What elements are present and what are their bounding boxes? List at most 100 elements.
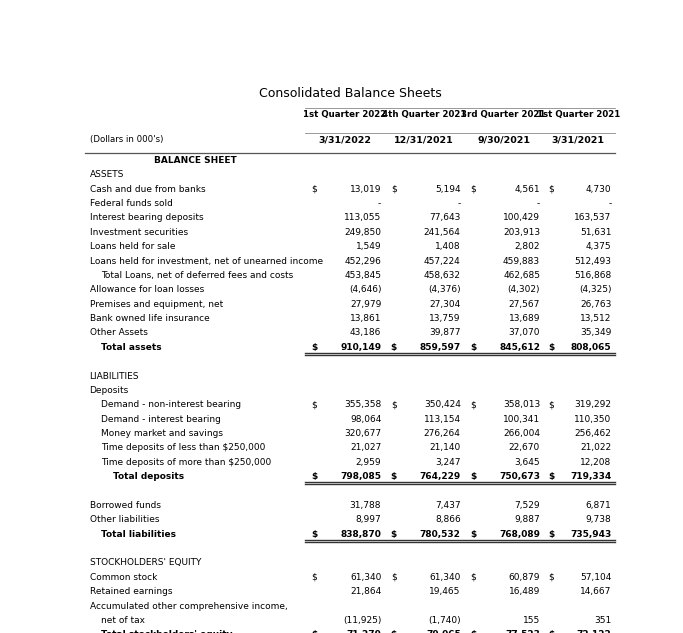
Text: $: $	[548, 185, 554, 194]
Text: 27,979: 27,979	[350, 299, 381, 309]
Text: net of tax: net of tax	[101, 616, 145, 625]
Text: 51,631: 51,631	[580, 228, 611, 237]
Text: 350,424: 350,424	[423, 400, 460, 410]
Text: $: $	[391, 530, 397, 539]
Text: 19,465: 19,465	[430, 587, 460, 596]
Text: $: $	[311, 185, 317, 194]
Text: 8,866: 8,866	[435, 515, 460, 524]
Text: 1,549: 1,549	[356, 242, 381, 251]
Text: 4,375: 4,375	[586, 242, 611, 251]
Text: $: $	[391, 573, 397, 582]
Text: Time deposits of less than $250,000: Time deposits of less than $250,000	[101, 444, 266, 453]
Text: 3,645: 3,645	[514, 458, 540, 467]
Text: $: $	[548, 472, 555, 481]
Text: (Dollars in 000's): (Dollars in 000's)	[89, 135, 163, 144]
Text: 768,089: 768,089	[499, 530, 540, 539]
Text: Time deposits of more than $250,000: Time deposits of more than $250,000	[101, 458, 272, 467]
Text: Loans held for investment, net of unearned income: Loans held for investment, net of unearn…	[89, 256, 323, 266]
Text: 3/31/2021: 3/31/2021	[552, 135, 604, 144]
Text: 27,567: 27,567	[509, 299, 540, 309]
Text: $: $	[548, 530, 555, 539]
Text: Demand - non-interest bearing: Demand - non-interest bearing	[101, 400, 241, 410]
Text: 110,350: 110,350	[574, 415, 611, 423]
Text: (4,376): (4,376)	[428, 285, 460, 294]
Text: 7,437: 7,437	[435, 501, 460, 510]
Text: 57,104: 57,104	[580, 573, 611, 582]
Text: 910,149: 910,149	[340, 343, 381, 352]
Text: 21,140: 21,140	[430, 444, 460, 453]
Text: 764,229: 764,229	[419, 472, 460, 481]
Text: $: $	[391, 630, 397, 633]
Text: 808,065: 808,065	[571, 343, 611, 352]
Text: 27,304: 27,304	[430, 299, 460, 309]
Text: -: -	[537, 199, 540, 208]
Text: $: $	[470, 573, 476, 582]
Text: Federal funds sold: Federal funds sold	[89, 199, 173, 208]
Text: (4,325): (4,325)	[579, 285, 611, 294]
Text: 319,292: 319,292	[574, 400, 611, 410]
Text: 21,027: 21,027	[350, 444, 381, 453]
Text: 1,408: 1,408	[435, 242, 460, 251]
Text: 113,154: 113,154	[423, 415, 460, 423]
Text: 750,673: 750,673	[499, 472, 540, 481]
Text: Loans held for sale: Loans held for sale	[89, 242, 175, 251]
Text: 71,279: 71,279	[346, 630, 381, 633]
Text: 2,959: 2,959	[356, 458, 381, 467]
Text: 458,632: 458,632	[423, 271, 460, 280]
Text: $: $	[311, 472, 318, 481]
Text: $: $	[391, 343, 397, 352]
Text: 457,224: 457,224	[424, 256, 460, 266]
Text: 355,358: 355,358	[344, 400, 381, 410]
Text: 351: 351	[594, 616, 611, 625]
Text: 256,462: 256,462	[574, 429, 611, 438]
Text: 798,085: 798,085	[340, 472, 381, 481]
Text: $: $	[311, 343, 318, 352]
Text: 13,512: 13,512	[580, 314, 611, 323]
Text: -: -	[458, 199, 460, 208]
Text: 719,334: 719,334	[570, 472, 611, 481]
Text: 9,887: 9,887	[514, 515, 540, 524]
Text: (11,925): (11,925)	[343, 616, 381, 625]
Text: 100,429: 100,429	[503, 213, 540, 222]
Text: Investment securities: Investment securities	[89, 228, 188, 237]
Text: Cash and due from banks: Cash and due from banks	[89, 185, 205, 194]
Text: Other Assets: Other Assets	[89, 329, 148, 337]
Text: 845,612: 845,612	[499, 343, 540, 352]
Text: 22,670: 22,670	[509, 444, 540, 453]
Text: 358,013: 358,013	[503, 400, 540, 410]
Text: 512,493: 512,493	[574, 256, 611, 266]
Text: Common stock: Common stock	[89, 573, 157, 582]
Text: 859,597: 859,597	[419, 343, 460, 352]
Text: $: $	[470, 630, 477, 633]
Text: 453,845: 453,845	[344, 271, 381, 280]
Text: Total stockholders' equity: Total stockholders' equity	[101, 630, 233, 633]
Text: $: $	[470, 472, 477, 481]
Text: 3/31/2022: 3/31/2022	[318, 135, 372, 144]
Text: 21,022: 21,022	[581, 444, 611, 453]
Text: -: -	[378, 199, 381, 208]
Text: 12/31/2021: 12/31/2021	[394, 135, 454, 144]
Text: $: $	[391, 185, 397, 194]
Text: 9,738: 9,738	[586, 515, 611, 524]
Text: Interest bearing deposits: Interest bearing deposits	[89, 213, 204, 222]
Text: 1st Quarter 2021: 1st Quarter 2021	[537, 110, 619, 119]
Text: 452,296: 452,296	[344, 256, 381, 266]
Text: 249,850: 249,850	[344, 228, 381, 237]
Text: $: $	[311, 573, 317, 582]
Text: 266,004: 266,004	[503, 429, 540, 438]
Text: (1,740): (1,740)	[428, 616, 460, 625]
Text: BALANCE SHEET: BALANCE SHEET	[154, 156, 236, 165]
Text: Bank owned life insurance: Bank owned life insurance	[89, 314, 210, 323]
Text: 4,561: 4,561	[514, 185, 540, 194]
Text: $: $	[391, 400, 397, 410]
Text: 241,564: 241,564	[423, 228, 460, 237]
Text: Total liabilities: Total liabilities	[101, 530, 176, 539]
Text: Accumulated other comprehensive income,: Accumulated other comprehensive income,	[89, 601, 288, 611]
Text: 26,763: 26,763	[580, 299, 611, 309]
Text: $: $	[311, 400, 317, 410]
Text: $: $	[470, 400, 476, 410]
Text: 21,864: 21,864	[350, 587, 381, 596]
Text: Total Loans, net of deferred fees and costs: Total Loans, net of deferred fees and co…	[101, 271, 294, 280]
Text: 60,879: 60,879	[509, 573, 540, 582]
Text: 735,943: 735,943	[570, 530, 611, 539]
